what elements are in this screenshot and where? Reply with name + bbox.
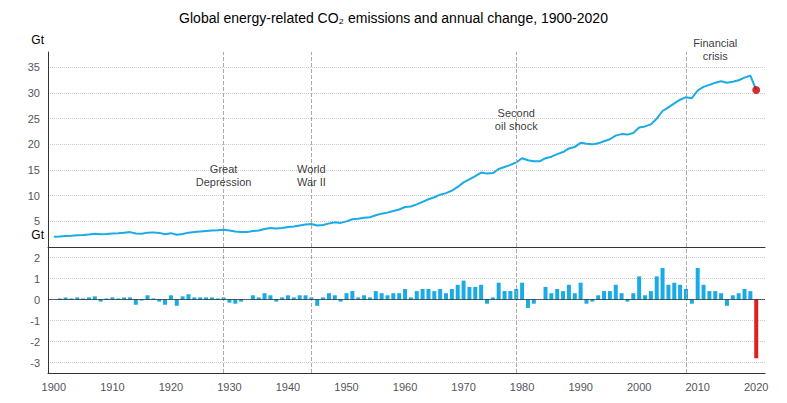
svg-text:1950: 1950 — [334, 381, 358, 393]
svg-text:Great: Great — [210, 163, 238, 175]
svg-text:25: 25 — [28, 113, 40, 125]
svg-text:1980: 1980 — [510, 381, 534, 393]
svg-text:10: 10 — [28, 190, 40, 202]
svg-text:5: 5 — [34, 215, 40, 227]
svg-text:35: 35 — [28, 61, 40, 73]
svg-text:1910: 1910 — [100, 381, 124, 393]
svg-text:-2: -2 — [30, 336, 40, 348]
svg-text:-1: -1 — [30, 315, 40, 327]
svg-text:1930: 1930 — [217, 381, 241, 393]
svg-text:1970: 1970 — [451, 381, 475, 393]
svg-text:15: 15 — [28, 164, 40, 176]
svg-text:30: 30 — [28, 87, 40, 99]
svg-text:2010: 2010 — [685, 381, 709, 393]
svg-text:War II: War II — [297, 176, 326, 188]
svg-text:Global energy-related CO₂ emis: Global energy-related CO₂ emissions and … — [179, 10, 608, 26]
svg-text:oil shock: oil shock — [495, 120, 538, 132]
svg-text:20: 20 — [28, 138, 40, 150]
svg-text:1900: 1900 — [42, 381, 66, 393]
svg-text:World: World — [297, 163, 326, 175]
svg-text:Gt: Gt — [31, 228, 44, 242]
svg-text:-3: -3 — [30, 357, 40, 369]
svg-text:1940: 1940 — [276, 381, 300, 393]
svg-text:Second: Second — [498, 107, 535, 119]
svg-text:1: 1 — [34, 273, 40, 285]
svg-text:crisis: crisis — [703, 50, 729, 62]
svg-text:2000: 2000 — [627, 381, 651, 393]
svg-text:Gt: Gt — [31, 33, 44, 47]
svg-text:Financial: Financial — [693, 37, 737, 49]
svg-text:0: 0 — [34, 294, 40, 306]
svg-text:Depression: Depression — [196, 176, 252, 188]
svg-text:1920: 1920 — [159, 381, 183, 393]
svg-text:1960: 1960 — [393, 381, 417, 393]
svg-text:1990: 1990 — [568, 381, 592, 393]
svg-text:2: 2 — [34, 252, 40, 264]
svg-text:2020: 2020 — [744, 381, 768, 393]
